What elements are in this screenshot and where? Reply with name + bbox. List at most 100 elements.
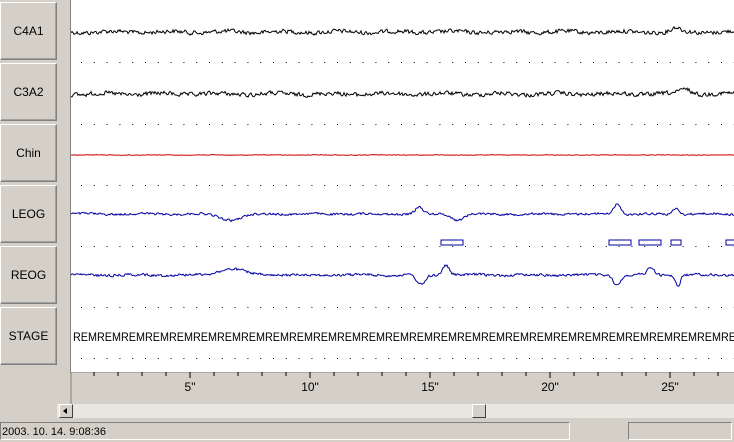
grid-dot bbox=[708, 358, 710, 359]
grid-dot bbox=[477, 62, 479, 63]
channel-label-leog[interactable]: LEOG bbox=[0, 185, 57, 243]
stage-label: REM bbox=[721, 330, 734, 344]
grid-dot bbox=[209, 307, 210, 308]
grid-dot bbox=[439, 358, 441, 359]
grid-dot bbox=[708, 185, 710, 186]
grid-dot bbox=[708, 124, 710, 125]
grid-dot bbox=[477, 124, 479, 125]
grid-dot bbox=[439, 124, 441, 125]
grid-dot bbox=[298, 185, 300, 186]
grid-dot bbox=[375, 62, 377, 63]
grid-dot bbox=[362, 307, 364, 308]
grid-dot bbox=[298, 62, 300, 63]
grid-dot bbox=[260, 62, 262, 63]
grid-dot bbox=[503, 185, 505, 186]
grid-dot bbox=[465, 124, 466, 125]
grid-dot bbox=[209, 358, 210, 359]
grid-dot bbox=[669, 307, 671, 308]
grid-dot bbox=[388, 307, 390, 308]
trace-reog bbox=[70, 264, 734, 287]
grid-dot bbox=[106, 246, 108, 247]
grid-dot bbox=[516, 358, 518, 359]
grid-dot bbox=[247, 358, 249, 359]
channel-label-c3a2[interactable]: C3A2 bbox=[0, 63, 57, 121]
grid-dot bbox=[311, 62, 313, 63]
grid-dot bbox=[234, 358, 236, 359]
left-arrow-icon bbox=[63, 408, 67, 414]
grid-dot bbox=[209, 185, 210, 186]
grid-dot bbox=[93, 307, 95, 308]
grid-dot bbox=[644, 185, 646, 186]
time-tick-label: 25" bbox=[661, 380, 679, 394]
grid-dot bbox=[580, 124, 582, 125]
grid-dot bbox=[234, 307, 236, 308]
grid-dot bbox=[93, 185, 95, 186]
grid-dot bbox=[567, 62, 569, 63]
grid-dot bbox=[375, 358, 377, 359]
grid-dot bbox=[452, 185, 454, 186]
grid-dot bbox=[119, 246, 121, 247]
scroll-thumb[interactable] bbox=[472, 404, 486, 418]
grid-dot bbox=[426, 185, 428, 186]
grid-dot bbox=[682, 62, 684, 63]
grid-dot bbox=[349, 246, 351, 247]
grid-dot bbox=[401, 62, 402, 63]
grid-dot bbox=[375, 185, 377, 186]
grid-dot bbox=[554, 124, 556, 125]
grid-dot bbox=[529, 307, 530, 308]
channel-label-reog[interactable]: REOG bbox=[0, 246, 57, 304]
time-tick-label: 20" bbox=[541, 380, 559, 394]
event-marker-box bbox=[725, 239, 734, 246]
grid-dot bbox=[695, 307, 697, 308]
grid-dot bbox=[349, 124, 351, 125]
grid-dot bbox=[145, 246, 146, 247]
grid-dot bbox=[170, 307, 172, 308]
grid-dot bbox=[657, 124, 658, 125]
stage-label: REM bbox=[169, 330, 193, 344]
grid-dot bbox=[426, 124, 428, 125]
grid-dot bbox=[721, 62, 722, 63]
grid-dot bbox=[81, 62, 82, 63]
grid-dot bbox=[196, 246, 198, 247]
grid-dot bbox=[81, 185, 82, 186]
grid-dot bbox=[580, 246, 582, 247]
grid-dot bbox=[631, 185, 633, 186]
grid-dot bbox=[669, 124, 671, 125]
grid-dot bbox=[490, 185, 492, 186]
grid-dot bbox=[247, 62, 249, 63]
grid-dot bbox=[516, 124, 518, 125]
grid-dot bbox=[413, 246, 415, 247]
grid-dot bbox=[273, 358, 274, 359]
scroll-left-button[interactable] bbox=[59, 404, 73, 418]
grid-dot bbox=[183, 185, 185, 186]
grid-dot bbox=[298, 358, 300, 359]
grid-dot bbox=[516, 246, 518, 247]
grid-dot bbox=[119, 307, 121, 308]
horizontal-scrollbar[interactable] bbox=[57, 404, 734, 418]
grid-dot bbox=[157, 124, 159, 125]
grid-dot bbox=[605, 307, 607, 308]
channel-label-chin[interactable]: Chin bbox=[0, 124, 57, 182]
grid-dot bbox=[375, 124, 377, 125]
stage-label: REM bbox=[649, 330, 673, 344]
grid-dot bbox=[324, 246, 326, 247]
grid-dot bbox=[657, 62, 658, 63]
signal-trace-area[interactable]: REM REM REM REM REM REM REM REM REM REM REM REM REM R… bbox=[70, 0, 734, 372]
grid-dot bbox=[119, 185, 121, 186]
grid-dot bbox=[426, 358, 428, 359]
grid-dot bbox=[285, 307, 287, 308]
stage-label: REM bbox=[697, 330, 721, 344]
grid-dot bbox=[708, 62, 710, 63]
grid-dot bbox=[529, 124, 530, 125]
grid-dot bbox=[439, 185, 441, 186]
channel-label-c4a1[interactable]: C4A1 bbox=[0, 2, 57, 60]
stage-label: REM bbox=[505, 330, 529, 344]
grid-dot bbox=[298, 124, 300, 125]
grid-dot bbox=[593, 358, 594, 359]
grid-dot bbox=[682, 246, 684, 247]
grid-dot bbox=[401, 185, 402, 186]
grid-dot bbox=[567, 246, 569, 247]
grid-dot bbox=[605, 124, 607, 125]
channel-label-stage[interactable]: STAGE bbox=[0, 307, 57, 365]
grid-dot bbox=[298, 246, 300, 247]
